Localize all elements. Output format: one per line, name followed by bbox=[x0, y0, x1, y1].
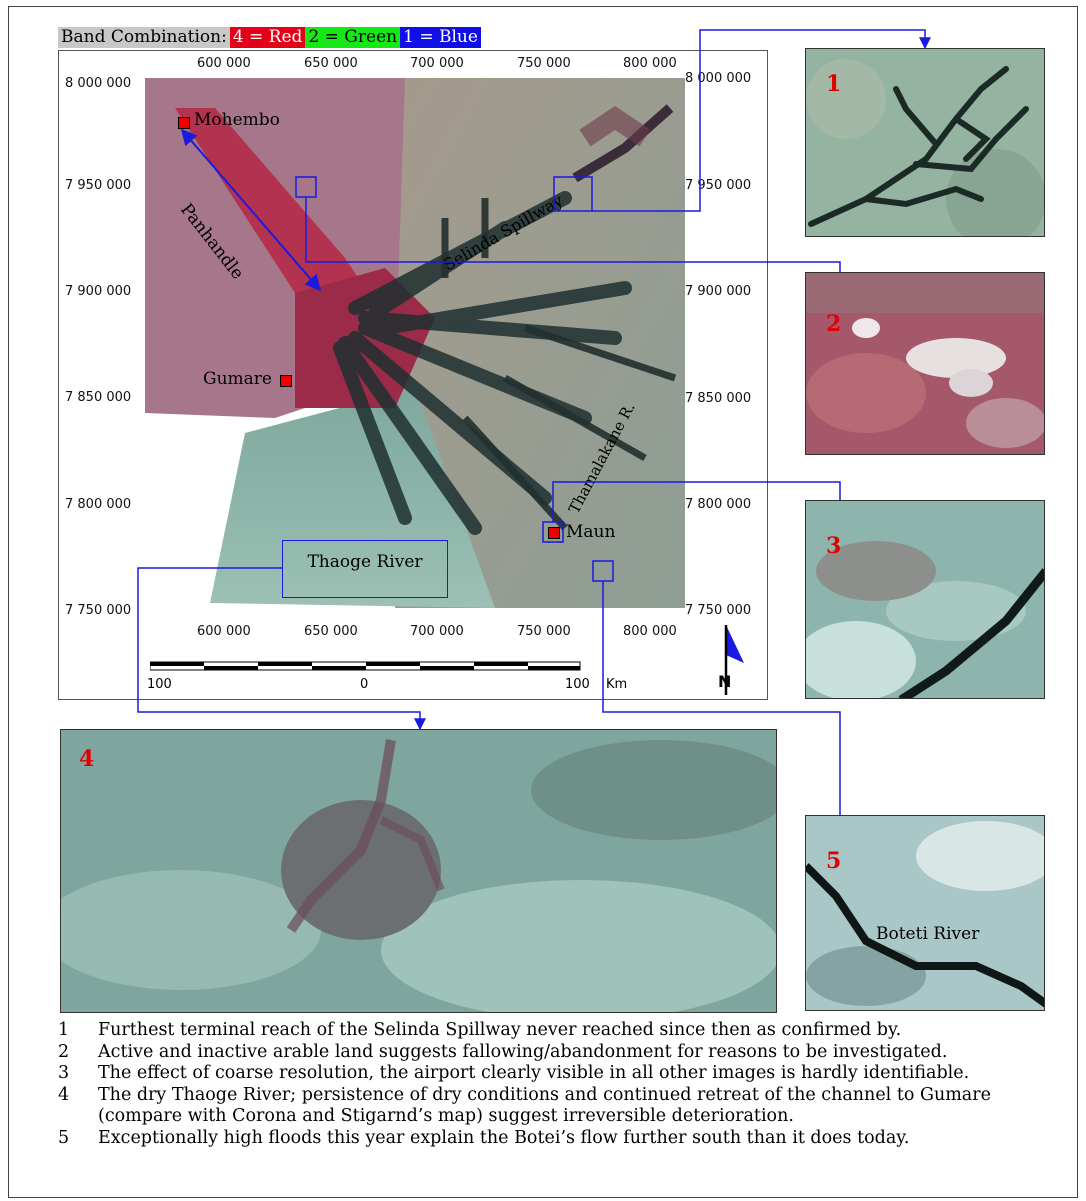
scale-label-mid: 0 bbox=[360, 677, 369, 692]
inset-1-number: 1 bbox=[826, 71, 842, 97]
legend-blue: 1 = Blue bbox=[400, 27, 481, 48]
mohembo-marker bbox=[178, 117, 190, 129]
boteti-label: Boteti River bbox=[876, 924, 980, 944]
x-tick-top: 600 000 bbox=[197, 56, 251, 71]
inset-5: 5 Boteti River bbox=[805, 815, 1045, 1011]
inset-5-number: 5 bbox=[826, 848, 842, 874]
notes-list: 1 Furthest terminal reach of the Selinda … bbox=[58, 1020, 1068, 1149]
x-tick-bottom: 600 000 bbox=[197, 624, 251, 639]
note-item: 4 The dry Thaoge River; persistence of dr… bbox=[58, 1084, 991, 1127]
scale-unit: Km bbox=[606, 677, 628, 692]
y-tick-right: 7 750 000 bbox=[685, 603, 752, 618]
north-arrow-icon bbox=[724, 625, 744, 695]
thaoge-label-box: Thaoge River bbox=[282, 540, 448, 598]
note-item: 2 Active and inactive arable land suggest… bbox=[58, 1041, 948, 1062]
x-tick-bottom: 750 000 bbox=[517, 624, 571, 639]
inset-3: 3 bbox=[805, 500, 1045, 699]
y-tick-left: 7 750 000 bbox=[65, 603, 132, 618]
inset-2-number: 2 bbox=[826, 311, 842, 337]
y-tick-left: 7 850 000 bbox=[65, 390, 132, 405]
inset-4: 4 bbox=[60, 729, 777, 1013]
x-tick-bottom: 800 000 bbox=[623, 624, 677, 639]
note-item: 5 Exceptionally high floods this year exp… bbox=[58, 1127, 910, 1148]
y-tick-left: 8 000 000 bbox=[65, 76, 132, 91]
y-tick-right: 7 900 000 bbox=[685, 284, 752, 299]
y-tick-left: 7 900 000 bbox=[65, 284, 132, 299]
inset-2: 2 bbox=[805, 272, 1045, 455]
y-tick-right: 7 800 000 bbox=[685, 497, 752, 512]
inset-1: 1 bbox=[805, 48, 1045, 237]
y-tick-left: 7 950 000 bbox=[65, 178, 132, 193]
maun-marker bbox=[548, 527, 560, 539]
legend-title: Band Combination: bbox=[58, 27, 230, 48]
thaoge-label: Thaoge River bbox=[307, 552, 423, 572]
gumare-marker bbox=[280, 375, 292, 387]
gumare-label: Gumare bbox=[203, 369, 272, 389]
x-tick-top: 750 000 bbox=[517, 56, 571, 71]
y-tick-right: 7 950 000 bbox=[685, 178, 752, 193]
legend-green: 2 = Green bbox=[305, 27, 401, 48]
north-label: N bbox=[718, 672, 732, 691]
note-item: 3 The effect of coarse resolution, the ai… bbox=[58, 1063, 970, 1083]
y-tick-right: 8 000 000 bbox=[685, 71, 752, 86]
x-tick-top: 800 000 bbox=[623, 56, 677, 71]
x-tick-bottom: 650 000 bbox=[304, 624, 358, 639]
scale-label-right: 100 bbox=[565, 677, 590, 692]
x-tick-top: 650 000 bbox=[304, 56, 358, 71]
band-legend: Band Combination: 4 = Red 2 = Green 1 = … bbox=[58, 27, 481, 48]
legend-red: 4 = Red bbox=[229, 27, 306, 48]
x-tick-bottom: 700 000 bbox=[410, 624, 464, 639]
x-tick-top: 700 000 bbox=[410, 56, 464, 71]
note-item: 1 Furthest terminal reach of the Selinda … bbox=[58, 1020, 902, 1040]
y-tick-left: 7 800 000 bbox=[65, 497, 132, 512]
maun-label: Maun bbox=[566, 522, 616, 542]
inset-4-number: 4 bbox=[79, 746, 95, 772]
inset-3-number: 3 bbox=[826, 533, 842, 559]
mohembo-label: Mohembo bbox=[194, 110, 280, 130]
scale-bar bbox=[150, 661, 581, 671]
scale-label-left: 100 bbox=[147, 677, 172, 692]
figure-frame bbox=[8, 6, 1078, 1198]
y-tick-right: 7 850 000 bbox=[685, 391, 752, 406]
